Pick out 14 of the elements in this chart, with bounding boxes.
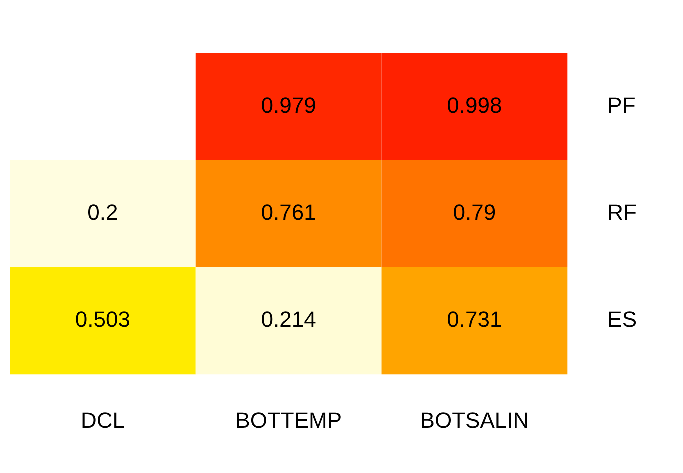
data-label: 0.979 bbox=[261, 92, 316, 118]
x-tick-label: BOTTEMP bbox=[236, 408, 342, 433]
data-label: 0.998 bbox=[447, 92, 502, 118]
data-label: 0.79 bbox=[453, 200, 496, 225]
data-label: 0.503 bbox=[75, 307, 130, 332]
y-tick-label: PF bbox=[608, 92, 636, 118]
data-label: 0.761 bbox=[261, 200, 316, 225]
x-tick-label: DCL bbox=[80, 408, 125, 433]
y-tick-label: ES bbox=[608, 307, 638, 332]
data-label: 0.2 bbox=[88, 200, 118, 225]
data-label: 0.731 bbox=[447, 307, 502, 332]
y-tick-label: RF bbox=[608, 200, 637, 225]
x-tick-label: BOTSALIN bbox=[420, 408, 530, 433]
data-label: 0.214 bbox=[261, 307, 316, 332]
